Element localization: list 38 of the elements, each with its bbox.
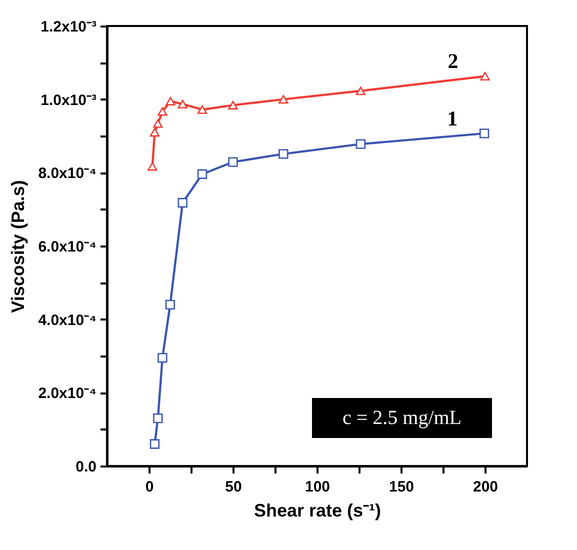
point <box>278 95 288 104</box>
point <box>356 86 366 96</box>
point <box>178 100 188 108</box>
x-tick-label: 50 <box>225 478 242 496</box>
y-tick-label: 4.0x10⁻⁴ <box>38 312 96 329</box>
point <box>158 107 168 116</box>
point <box>228 157 238 167</box>
point <box>278 149 288 159</box>
y-tick-label: 2.0x10⁻⁴ <box>38 385 96 402</box>
point <box>197 169 208 179</box>
point <box>158 353 168 363</box>
point <box>153 119 163 128</box>
point <box>148 162 158 171</box>
point <box>197 105 208 114</box>
point <box>153 414 163 424</box>
y-axis-title: Viscosity (Pa.s) <box>8 180 28 313</box>
x-tick-label: 0 <box>145 478 154 496</box>
point <box>166 96 176 106</box>
point <box>228 100 238 110</box>
point <box>356 139 366 149</box>
y-tick-label: 1.2x10⁻³ <box>40 18 97 36</box>
y-tick-label: 1.0x10⁻³ <box>40 92 97 109</box>
y-tick-label: 8.0x10⁻⁴ <box>38 165 96 182</box>
x-tick-label: 100 <box>304 478 330 496</box>
point <box>178 198 188 208</box>
series-label: 2 <box>448 49 458 74</box>
point <box>150 128 160 137</box>
point <box>479 128 490 138</box>
x-tick-label: 150 <box>388 478 414 496</box>
x-tick-label: 200 <box>472 478 498 496</box>
point <box>165 300 175 310</box>
y-tick-label: 0.0 <box>76 458 96 476</box>
series-label: 1 <box>447 106 458 130</box>
annotation: c = 2.5 mg/mL <box>342 407 462 429</box>
point <box>480 72 490 81</box>
y-tick-label: 6.0x10⁻⁴ <box>38 238 96 256</box>
x-axis-title: Shear rate (s⁻¹) <box>254 500 382 520</box>
point <box>150 439 160 449</box>
